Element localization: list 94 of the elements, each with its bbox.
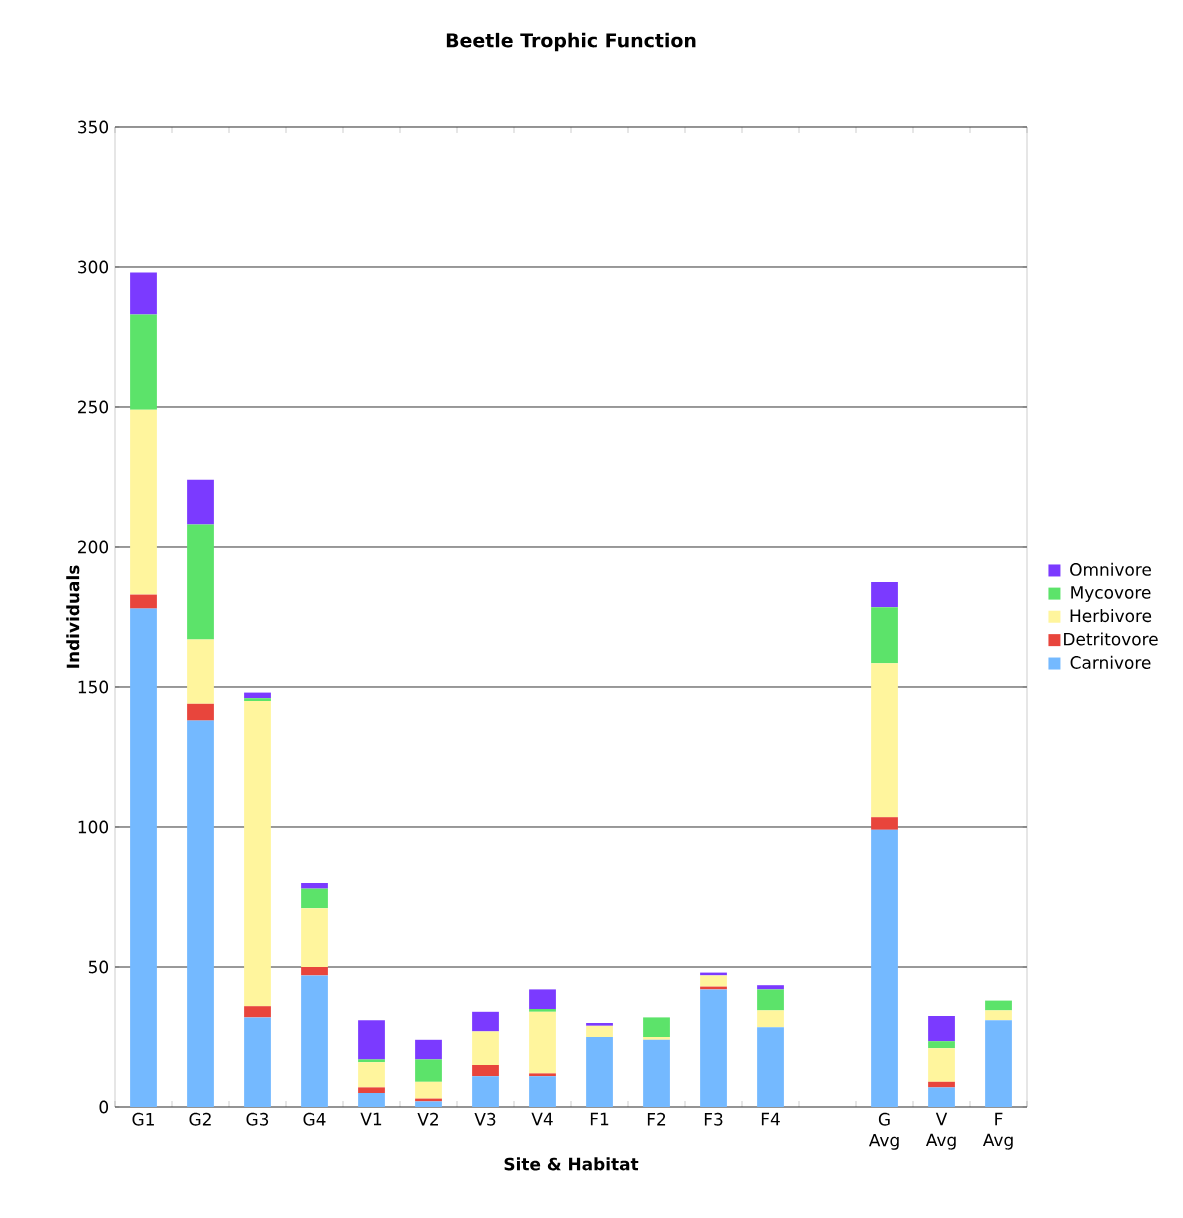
- bar: [187, 703, 214, 721]
- y-tick-label: 300: [78, 260, 109, 274]
- bar: [187, 524, 214, 640]
- bar: [643, 1039, 670, 1107]
- x-tick-label: F Avg: [982, 1112, 1013, 1150]
- bar: [415, 1039, 442, 1060]
- x-tick-label: G3: [246, 1112, 269, 1126]
- bar: [643, 1017, 670, 1037]
- x-axis-title: Site & Habitat: [504, 1157, 639, 1171]
- bar: [985, 1000, 1012, 1011]
- bar: [985, 1020, 1012, 1107]
- bar: [928, 1048, 955, 1082]
- bar: [415, 1081, 442, 1099]
- bar: [130, 608, 157, 1107]
- bar: [757, 1010, 784, 1028]
- x-tick-label: V4: [531, 1112, 553, 1126]
- bar: [871, 663, 898, 818]
- x-tick-label: F4: [761, 1112, 780, 1126]
- bar: [529, 1073, 556, 1077]
- bar: [358, 1059, 385, 1063]
- bar: [529, 1009, 556, 1012]
- bar: [472, 1065, 499, 1077]
- bar: [130, 314, 157, 410]
- y-tick-label: 0: [99, 1100, 109, 1114]
- bar: [130, 594, 157, 609]
- bar: [358, 1087, 385, 1093]
- bar: [586, 1037, 613, 1107]
- bar: [871, 582, 898, 608]
- bar: [928, 1016, 955, 1042]
- x-tick-label: F3: [704, 1112, 723, 1126]
- bar: [529, 989, 556, 1009]
- y-tick-label: 200: [78, 540, 109, 554]
- bar: [472, 1076, 499, 1107]
- bar: [244, 1017, 271, 1107]
- chart-title: Beetle Trophic Function: [446, 32, 696, 52]
- x-tick-label: V3: [474, 1112, 496, 1126]
- bar: [415, 1059, 442, 1082]
- bar: [244, 701, 271, 1007]
- bar: [187, 720, 214, 1107]
- bar: [301, 888, 328, 909]
- bar: [700, 989, 727, 1107]
- y-axis-title: Individuals: [66, 565, 80, 668]
- bar: [529, 1011, 556, 1074]
- bar: [187, 639, 214, 704]
- bar: [472, 1031, 499, 1065]
- bar: [871, 817, 898, 830]
- x-tick-label: F2: [647, 1112, 666, 1126]
- y-tick-label: 150: [78, 680, 109, 694]
- legend-label: Detritovore: [1064, 632, 1158, 646]
- bar: [586, 1023, 613, 1026]
- bar: [928, 1041, 955, 1049]
- x-tick-label: G1: [132, 1112, 154, 1126]
- bar: [757, 985, 784, 990]
- bar: [358, 1093, 385, 1107]
- bar: [301, 908, 328, 967]
- bar: [757, 989, 784, 1011]
- bar: [871, 829, 898, 1107]
- bar: [187, 479, 214, 525]
- x-tick-label: G Avg: [868, 1112, 899, 1150]
- bar: [244, 698, 271, 701]
- bar: [472, 1011, 499, 1032]
- x-tick-label: F1: [590, 1112, 609, 1126]
- x-tick-label: G2: [189, 1112, 211, 1126]
- y-tick-label: 50: [88, 960, 109, 974]
- bar: [757, 1027, 784, 1107]
- y-tick-label: 350: [78, 120, 109, 134]
- bar: [301, 883, 328, 889]
- bar: [130, 272, 157, 315]
- bar: [643, 1037, 670, 1040]
- bar: [928, 1087, 955, 1107]
- bar: [358, 1062, 385, 1088]
- x-tick-label: V2: [417, 1112, 438, 1126]
- legend-label: Omnivore: [1070, 562, 1151, 576]
- x-tick-label: G4: [303, 1112, 326, 1126]
- x-tick-label: V1: [360, 1112, 382, 1126]
- bar: [301, 975, 328, 1107]
- bar: [130, 409, 157, 595]
- y-tick-label: 250: [78, 400, 109, 414]
- legend-label: Herbivore: [1070, 609, 1152, 623]
- bar: [415, 1101, 442, 1107]
- bar: [586, 1025, 613, 1037]
- bar: [529, 1076, 556, 1107]
- bar: [985, 1010, 1012, 1021]
- bar: [244, 1006, 271, 1018]
- y-tick-label: 100: [78, 820, 109, 834]
- legend-label: Mycovore: [1071, 586, 1151, 603]
- bar: [358, 1020, 385, 1060]
- bar: [928, 1081, 955, 1088]
- bar: [301, 967, 328, 976]
- bar: [871, 607, 898, 664]
- x-tick-label: V Avg: [925, 1112, 956, 1150]
- bar: [700, 975, 727, 987]
- legend-label: Carnivore: [1070, 655, 1151, 669]
- bar: [244, 692, 271, 699]
